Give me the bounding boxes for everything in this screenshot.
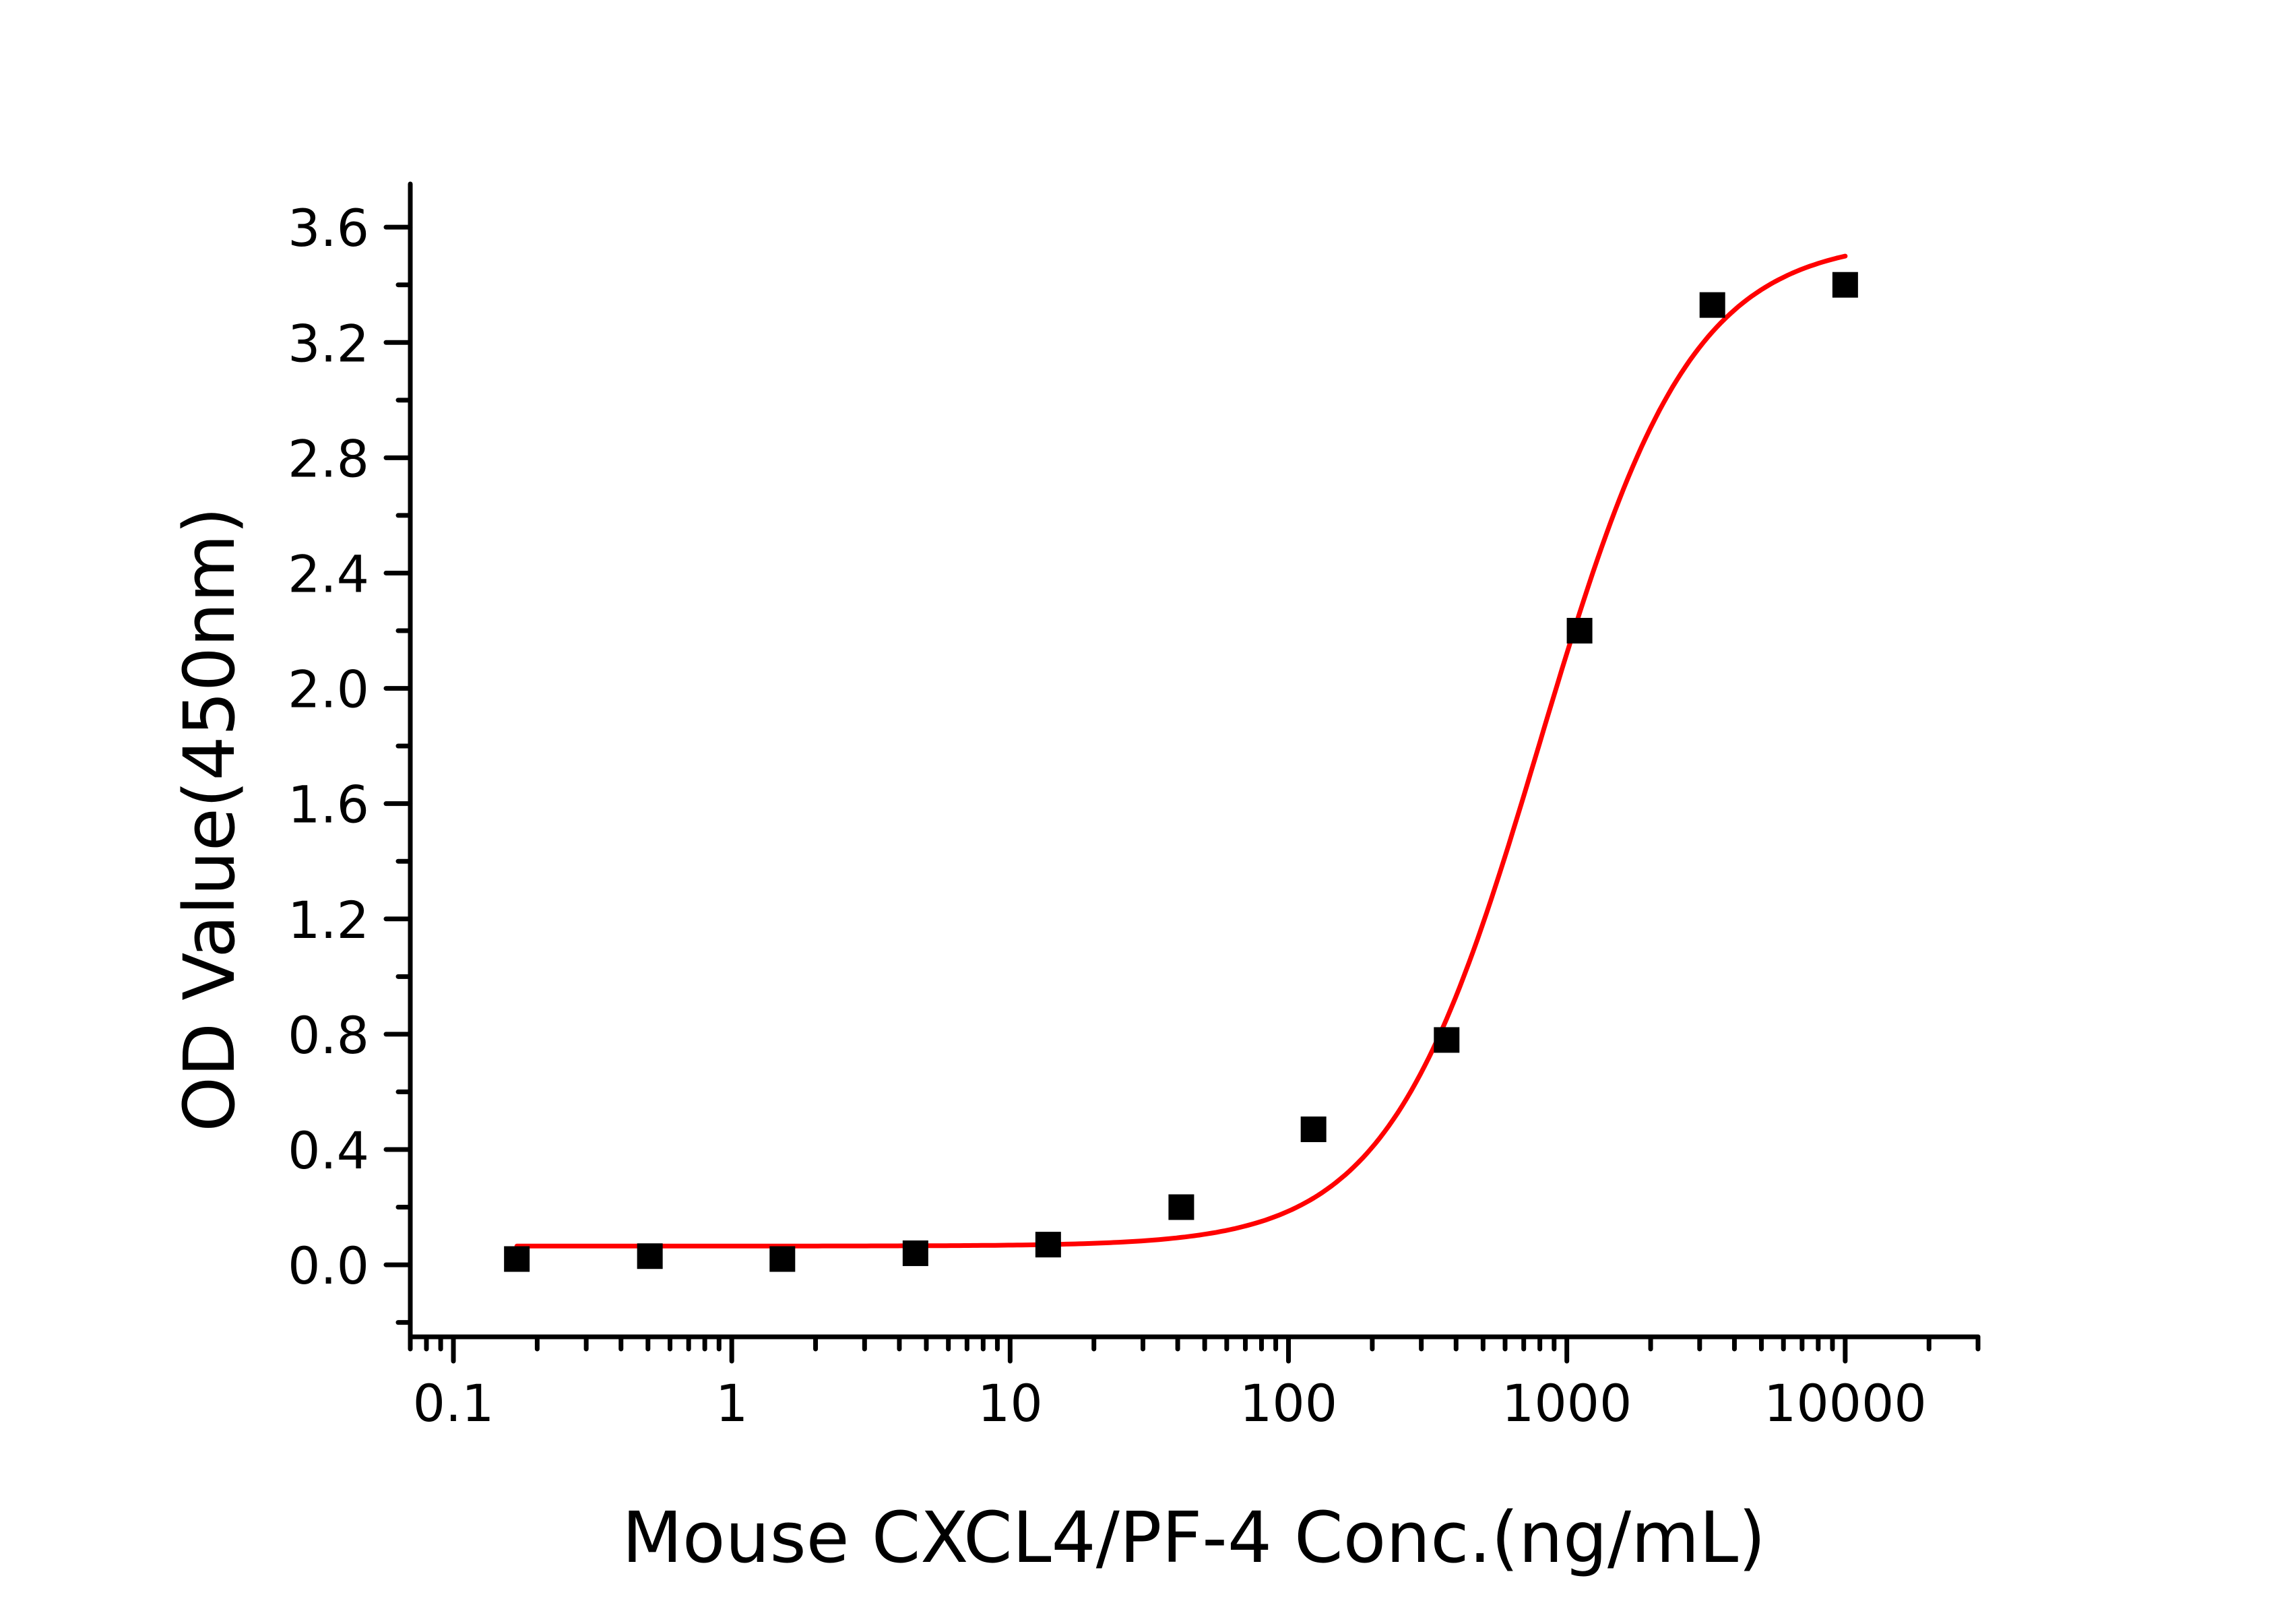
y-tick-label: 2.8 (288, 429, 369, 489)
data-points (504, 272, 1858, 1272)
fit-curve-group (514, 253, 1848, 1249)
y-tick-label: 2.0 (288, 660, 369, 720)
data-point (902, 1240, 928, 1266)
y-axis-ticks: 0.0 0.4 0.8 1.2 1.6 2.0 2.4 2.8 3.2 3.6 (288, 198, 413, 1325)
data-point (1300, 1117, 1327, 1143)
y-tick-label: 0.4 (288, 1121, 369, 1181)
y-tick-label: 3.6 (288, 198, 369, 258)
data-point (1168, 1194, 1194, 1220)
y-tick-label: 2.4 (288, 544, 369, 604)
data-point (504, 1246, 530, 1272)
x-tick-label: 0.1 (413, 1373, 495, 1433)
y-tick-label: 0.8 (288, 1005, 369, 1065)
data-point (1699, 292, 1725, 318)
data-point (1832, 272, 1858, 298)
data-point (1434, 1027, 1460, 1053)
x-axis-title: Mouse CXCL4/PF-4 Conc.(ng/mL) (622, 1497, 1766, 1579)
data-point (1035, 1232, 1061, 1258)
y-tick-label: 0.0 (288, 1236, 369, 1296)
x-tick-label: 100 (1240, 1373, 1337, 1433)
data-point (769, 1246, 796, 1272)
data-point (637, 1243, 663, 1269)
x-tick-label: 10 (978, 1373, 1043, 1433)
fit-curve (514, 253, 1848, 1249)
y-tick-label: 3.2 (288, 313, 369, 373)
y-tick-label: 1.6 (288, 775, 369, 835)
x-tick-label: 10000 (1764, 1373, 1927, 1433)
x-axis-ticks: 0.1 1 10 100 1000 10000 (408, 1334, 1981, 1433)
x-tick-label: 1000 (1502, 1373, 1632, 1433)
axes (408, 181, 1981, 1340)
x-tick-label: 1 (715, 1373, 748, 1433)
y-tick-label: 1.2 (288, 890, 369, 950)
y-axis-title: OD Value(450nm) (168, 507, 251, 1131)
data-point (1566, 618, 1593, 644)
